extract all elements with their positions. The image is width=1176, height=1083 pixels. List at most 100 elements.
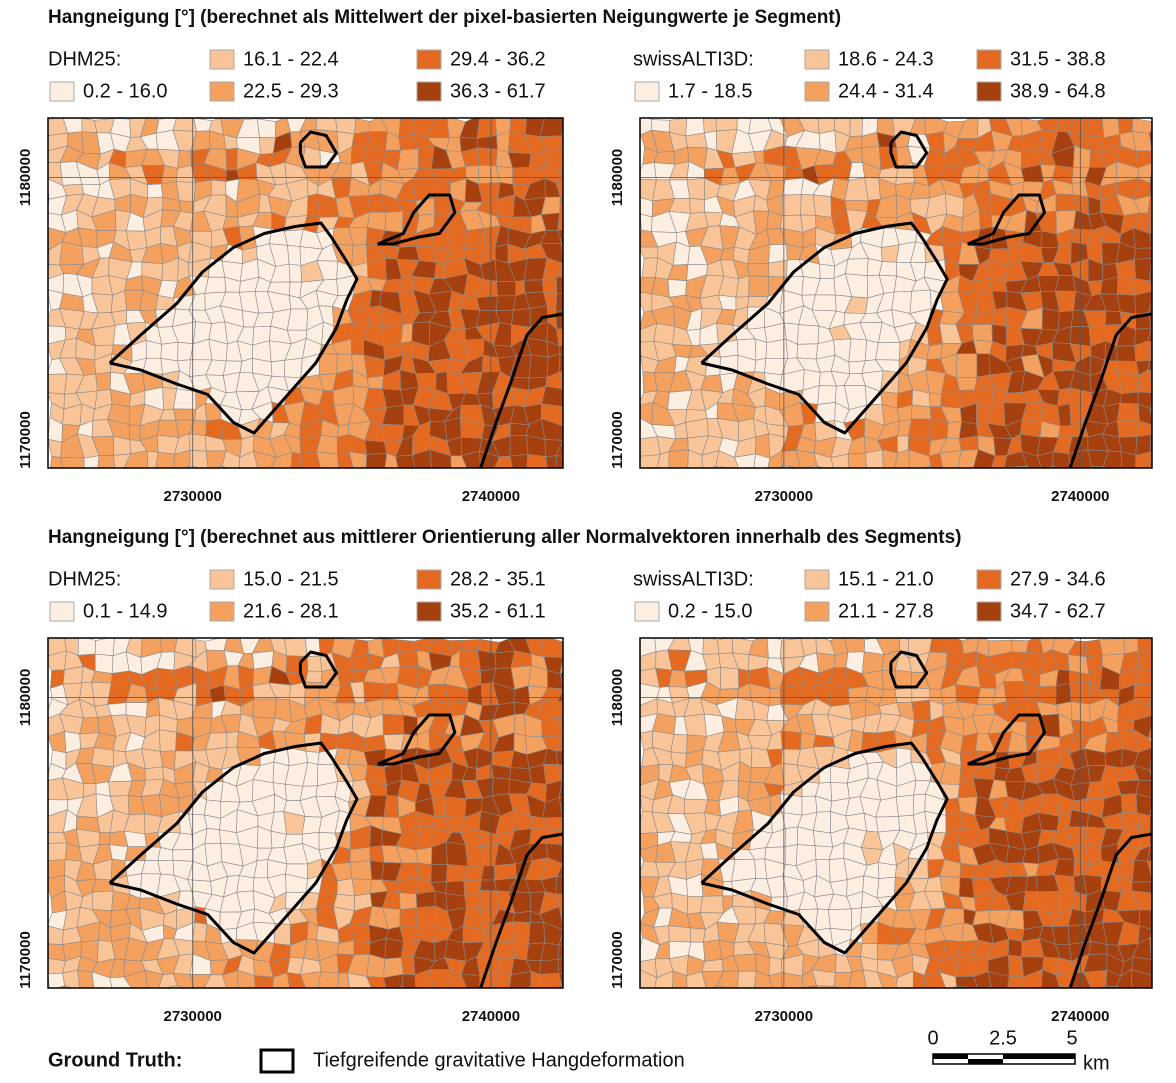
segment [684, 714, 706, 736]
legend-swatch [210, 50, 234, 69]
segment [559, 354, 576, 372]
segment [317, 435, 338, 454]
section-title: Hangneigung [°] (berechnet als Mittelwer… [48, 7, 841, 28]
segment [92, 671, 113, 683]
scale-tick: 2.5 [989, 1027, 1017, 1049]
segment [384, 734, 405, 750]
segment [384, 795, 399, 817]
segment [430, 970, 450, 995]
segment [702, 467, 717, 484]
segment [337, 879, 355, 896]
x-axis-label: 2730000 [164, 1008, 222, 1025]
segment [191, 988, 204, 1007]
segment [946, 986, 963, 1010]
legend-swatch [417, 50, 441, 69]
segment [1148, 468, 1170, 487]
segment [686, 133, 708, 148]
segment [1136, 470, 1156, 488]
legend-swatch [417, 602, 441, 621]
segment [865, 988, 884, 1007]
segment [864, 468, 883, 490]
segment [444, 797, 466, 818]
segment [480, 880, 496, 891]
y-axis-label: 1170000 [609, 411, 626, 469]
segment [831, 782, 850, 801]
segment [564, 827, 577, 847]
segment [991, 467, 1008, 489]
segment [557, 986, 574, 1008]
segment [668, 279, 687, 297]
segment [239, 473, 259, 488]
segment [573, 816, 595, 826]
segment [1056, 683, 1071, 705]
segment [576, 118, 593, 138]
segment [1153, 877, 1171, 893]
segment [1135, 248, 1154, 259]
legend-swatch [805, 50, 829, 69]
legend-label: 21.1 - 27.8 [838, 600, 934, 622]
segment [432, 470, 451, 490]
segment [845, 259, 868, 276]
segment [797, 466, 817, 488]
segment [477, 296, 498, 311]
segment [574, 341, 595, 362]
segment [157, 420, 179, 437]
segment [1117, 780, 1139, 794]
segment [156, 470, 174, 489]
segment [654, 323, 675, 344]
segment [396, 455, 415, 474]
legend-dataset: DHM25: [48, 568, 121, 590]
segment [50, 456, 63, 473]
segment [956, 354, 977, 378]
segment [580, 782, 596, 799]
legend-dataset: swissALTI3D: [633, 568, 754, 590]
segment [577, 689, 590, 703]
segment [173, 849, 194, 861]
segment [48, 439, 62, 457]
segment [317, 992, 338, 1010]
segment [1150, 178, 1173, 202]
legend-label: 15.0 - 21.5 [243, 568, 339, 590]
segment [158, 847, 173, 860]
legend-label: 0.2 - 16.0 [83, 80, 168, 102]
segment [769, 260, 787, 277]
segments [636, 114, 1173, 491]
segment [669, 450, 689, 473]
legend-label: 18.6 - 24.3 [838, 48, 934, 70]
segment [737, 989, 754, 1006]
legend-label: 21.6 - 28.1 [243, 600, 339, 622]
segment [574, 227, 595, 244]
segment [81, 468, 97, 487]
segments [636, 634, 1173, 1011]
segment [496, 281, 516, 296]
segment [876, 816, 900, 832]
segment [366, 469, 388, 487]
segment [415, 467, 433, 490]
legend-swatch [977, 602, 1001, 621]
segment [401, 323, 413, 343]
segment [563, 816, 577, 831]
segment [1011, 640, 1028, 652]
segment [1037, 891, 1059, 914]
segment [92, 992, 113, 1007]
segment [158, 986, 177, 1007]
x-axis-label: 2730000 [755, 1008, 813, 1025]
segment [556, 276, 578, 295]
segment [1148, 328, 1173, 343]
segment [1103, 467, 1122, 491]
segment [494, 864, 516, 880]
segment [1004, 466, 1027, 489]
segment [737, 971, 756, 993]
segment [46, 958, 66, 974]
segment [205, 277, 226, 293]
legend-swatch [210, 602, 234, 621]
segment [573, 796, 595, 817]
segment [161, 165, 177, 184]
segment [931, 419, 949, 440]
legend-label: 27.9 - 34.6 [1010, 568, 1106, 590]
segment [130, 990, 147, 1006]
segment [560, 195, 577, 217]
segment [669, 472, 691, 487]
segment [833, 471, 849, 490]
